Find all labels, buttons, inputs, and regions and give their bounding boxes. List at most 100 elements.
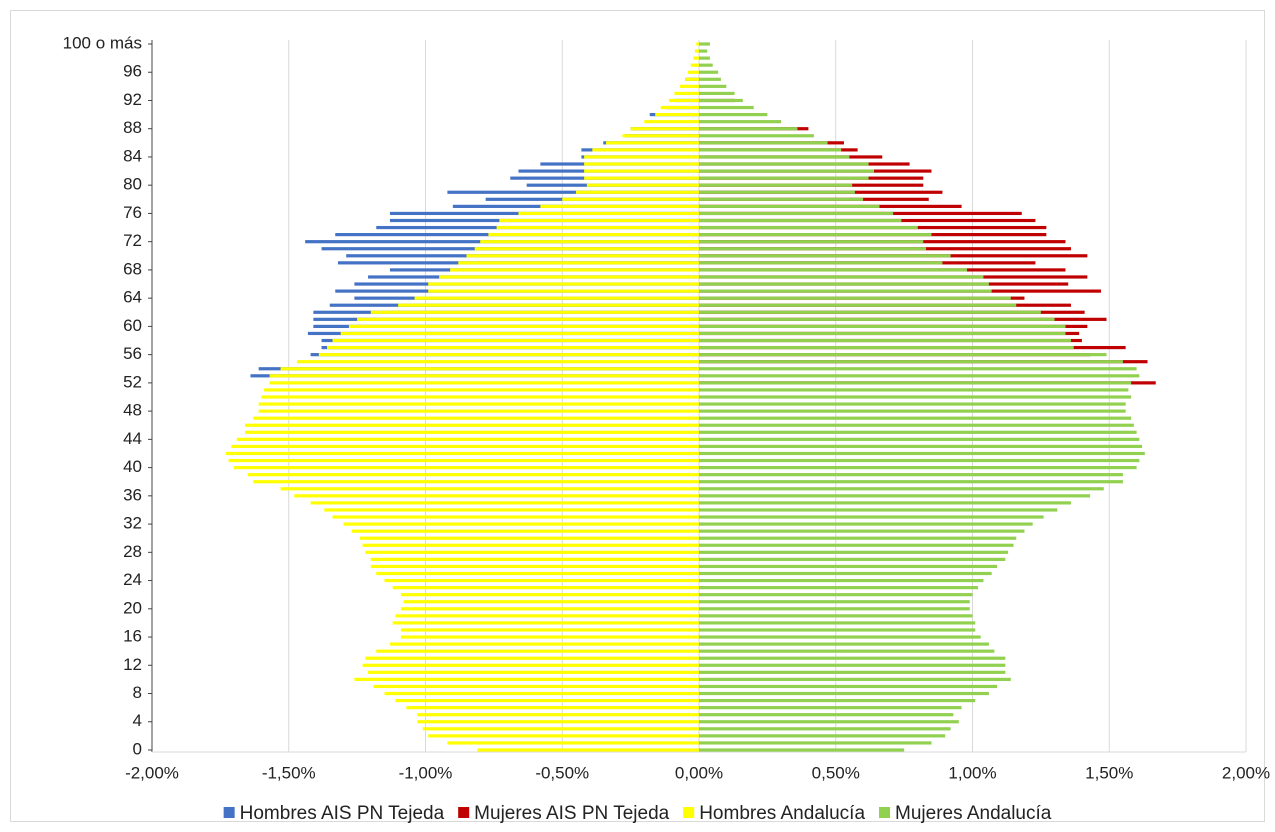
bar (234, 466, 700, 470)
bar (699, 70, 719, 74)
bar (324, 508, 699, 512)
bar (699, 600, 970, 604)
bar (586, 183, 699, 187)
legend-swatch (879, 807, 891, 818)
bar (699, 734, 946, 738)
y-tick-label: 8 (133, 683, 142, 702)
y-tick-label: 100 o más (63, 33, 142, 52)
y-tick-label: 4 (133, 711, 142, 730)
bar (699, 345, 1074, 350)
y-tick-label: 92 (123, 90, 142, 109)
bar (253, 416, 699, 420)
bar (357, 317, 699, 321)
bar (348, 324, 699, 328)
bar (699, 628, 976, 632)
bar (395, 614, 699, 618)
bar (400, 635, 699, 639)
bar (660, 105, 699, 110)
bar (699, 663, 1006, 667)
bar (699, 218, 902, 223)
legend-label: Mujeres Andalucía (895, 803, 1052, 824)
legend-swatch (458, 807, 470, 818)
bar (699, 268, 968, 272)
bar (699, 578, 984, 583)
y-tick-label: 0 (133, 739, 142, 758)
legend-item: Hombres Andalucía (683, 803, 865, 824)
bar (699, 211, 894, 216)
legend-item: Hombres AIS PN Tejeda (223, 803, 445, 824)
y-tick-label: 24 (123, 570, 142, 589)
bar (699, 310, 1041, 314)
bar (685, 77, 699, 81)
bar (699, 317, 1055, 321)
x-tick-label: 1,00% (948, 763, 996, 782)
bar (327, 345, 699, 350)
bar (247, 473, 699, 477)
x-tick-label: -2,00% (125, 763, 179, 782)
legend-swatch (223, 807, 235, 818)
bar (699, 458, 1140, 463)
bar (699, 607, 970, 611)
y-tick-label: 88 (123, 118, 142, 137)
bar (699, 614, 973, 618)
bar (392, 621, 699, 625)
bar (414, 296, 699, 300)
y-tick-label: 40 (123, 457, 142, 476)
bar (562, 197, 699, 201)
bar (699, 550, 1009, 554)
bar (696, 42, 699, 46)
bar (699, 473, 1123, 477)
bar (699, 282, 989, 286)
bar (699, 120, 782, 124)
bar (699, 402, 1126, 406)
bar (458, 261, 699, 265)
bar (699, 557, 1006, 561)
legend-label: Mujeres AIS PN Tejeda (474, 803, 669, 824)
bar (225, 451, 699, 456)
bar (417, 720, 699, 724)
y-tick-label: 12 (123, 655, 142, 674)
bar (699, 586, 978, 590)
bar (406, 706, 699, 710)
y-tick-label: 72 (123, 231, 142, 250)
bar (496, 225, 699, 230)
bar (370, 564, 699, 569)
bar (228, 458, 699, 463)
bar (231, 444, 699, 449)
bar (584, 176, 699, 180)
y-tick-label: 60 (123, 316, 142, 335)
bar (699, 289, 992, 293)
bar (699, 374, 1140, 378)
bar (630, 127, 699, 131)
legend: Hombres AIS PN Tejeda Mujeres AIS PN Teje… (223, 803, 1052, 824)
bar (674, 91, 699, 96)
bar (699, 141, 828, 145)
bar (699, 571, 992, 576)
bar (373, 684, 699, 689)
bar (699, 720, 959, 724)
bar (699, 303, 1017, 307)
bar (699, 225, 918, 230)
y-tick-label: 16 (123, 627, 142, 646)
bar (269, 381, 699, 385)
bar (359, 536, 699, 540)
bar (376, 649, 699, 653)
x-tick-label: 2,00% (1222, 763, 1270, 782)
bar (699, 148, 842, 152)
bar (280, 367, 699, 371)
bar (280, 487, 699, 491)
bar (688, 70, 699, 74)
bar (403, 600, 699, 604)
bar (699, 331, 1066, 336)
bar (699, 487, 1104, 491)
bar (679, 84, 699, 88)
bar (428, 289, 699, 293)
y-tick-label: 96 (123, 62, 142, 81)
y-tick-label: 80 (123, 175, 142, 194)
bar (699, 635, 981, 639)
bar (365, 550, 699, 554)
bar (474, 247, 699, 251)
bar (699, 444, 1143, 449)
y-tick-label: 76 (123, 203, 142, 222)
bar (699, 395, 1132, 399)
